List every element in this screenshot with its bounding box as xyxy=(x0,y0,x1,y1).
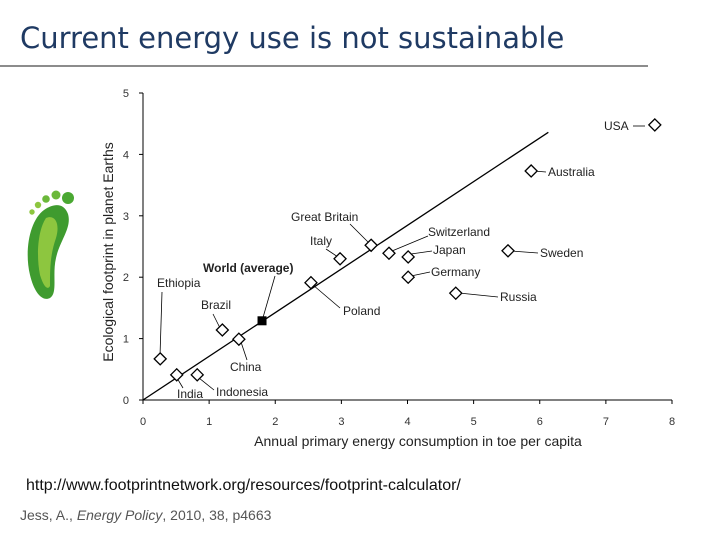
x-tick-label: 1 xyxy=(206,416,212,428)
leader-line xyxy=(391,235,429,252)
leader-line xyxy=(510,250,539,254)
point-label: India xyxy=(177,387,203,401)
y-tick-label: 2 xyxy=(123,272,129,284)
point-marker xyxy=(333,251,347,266)
citation-rest: , 2010, 38, p4663 xyxy=(162,507,271,523)
leader-line xyxy=(261,275,276,322)
point-label: USA xyxy=(604,119,629,133)
footprint-icon xyxy=(27,190,74,299)
point-marker xyxy=(364,238,379,253)
leader-line xyxy=(312,284,341,309)
point-marker xyxy=(257,316,267,326)
x-tick-label: 2 xyxy=(272,416,278,428)
y-tick-label: 0 xyxy=(123,395,129,407)
x-tick-label: 0 xyxy=(140,416,146,428)
point-marker xyxy=(304,275,318,290)
point-marker xyxy=(401,270,416,285)
point-label: Indonesia xyxy=(216,385,268,399)
y-axis-label: Ecological footprint in planet Earths xyxy=(100,142,116,361)
leader-line xyxy=(410,250,433,255)
leader-line xyxy=(212,313,221,329)
leader-line xyxy=(198,377,215,391)
x-tick-label: 7 xyxy=(603,416,609,428)
citation-author: Jess, A., xyxy=(20,507,77,523)
point-marker xyxy=(169,367,184,382)
point-label: China xyxy=(230,360,262,374)
point-marker xyxy=(153,351,168,366)
y-tick-label: 3 xyxy=(123,211,129,223)
leader-line xyxy=(159,291,163,357)
source-url: http://www.footprintnetwork.org/resource… xyxy=(26,477,461,494)
x-tick-label: 8 xyxy=(669,416,675,428)
point-label: Japan xyxy=(433,243,466,257)
point-marker xyxy=(190,367,205,382)
point-label: Brazil xyxy=(201,298,231,312)
point-marker xyxy=(448,286,463,301)
chart: Annual primary energy consumption in toe… xyxy=(100,88,675,449)
citation: Jess, A., Energy Policy, 2010, 38, p4663 xyxy=(20,507,272,523)
point-marker xyxy=(401,250,416,264)
trend-line xyxy=(142,131,549,401)
x-tick-label: 3 xyxy=(338,416,344,428)
point-label: Ethiopia xyxy=(157,276,201,290)
citation-journal: Energy Policy xyxy=(77,507,164,523)
x-tick-label: 6 xyxy=(537,416,543,428)
point-label: Germany xyxy=(431,265,480,279)
x-tick-label: 5 xyxy=(471,416,477,428)
point-label: Poland xyxy=(343,304,380,318)
point-marker xyxy=(647,118,662,132)
leader-line xyxy=(410,271,431,277)
point-label: Australia xyxy=(548,165,595,179)
point-marker xyxy=(231,332,246,347)
point-marker xyxy=(501,243,515,258)
slide-title: Current energy use is not sustainable xyxy=(20,21,564,55)
leader-line xyxy=(458,292,499,298)
point-label: World (average) xyxy=(203,261,293,275)
point-label: Sweden xyxy=(540,246,583,260)
leader-line xyxy=(325,248,339,258)
x-axis-label: Annual primary energy consumption in toe… xyxy=(254,433,582,449)
point-label: Italy xyxy=(310,234,332,248)
y-tick-label: 4 xyxy=(123,149,129,161)
leader-line xyxy=(349,223,370,244)
point-label: Russia xyxy=(500,290,537,304)
point-marker xyxy=(524,164,539,178)
y-tick-label: 5 xyxy=(123,88,129,100)
point-label: Great Britain xyxy=(291,210,358,224)
point-marker xyxy=(215,323,230,337)
x-tick-label: 4 xyxy=(404,416,410,428)
point-marker xyxy=(382,246,396,261)
leader-line xyxy=(240,341,248,361)
y-tick-label: 1 xyxy=(123,334,129,346)
point-label: Switzerland xyxy=(428,225,490,239)
